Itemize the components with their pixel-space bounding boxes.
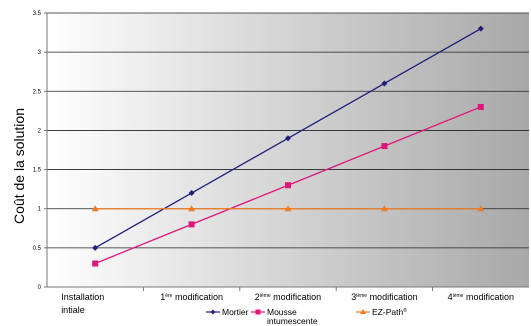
data-point-triangle <box>188 205 196 212</box>
y-axis-label: Coût de la solution <box>11 108 27 224</box>
x-tick-label: 4ième modification <box>448 292 514 302</box>
legend-label-text: EZ-Path <box>372 307 403 317</box>
y-tick-label: 2.5 <box>33 89 42 95</box>
legend-item: EZ-Path® <box>356 307 407 317</box>
y-tick-label: 2 <box>38 128 42 134</box>
series-triangle <box>91 205 485 212</box>
x-tick-label-line2: intiale <box>61 305 85 315</box>
y-tick-labels: 0 0.5 1 1.5 2 2.5 3 3.5 <box>33 11 42 291</box>
data-point-diamond <box>285 135 291 142</box>
legend-item: Mortier <box>206 307 249 317</box>
x-tick-label-number: 2 <box>255 292 260 302</box>
x-tick-label-text: modification <box>271 292 322 302</box>
legend-label: EZ-Path® <box>372 307 407 317</box>
y-tick-label: 1.5 <box>33 168 42 174</box>
x-tick-label: 2ième modification <box>255 292 321 302</box>
data-point-triangle <box>91 205 99 212</box>
x-tick-label-number: 3 <box>351 292 356 302</box>
series-square <box>92 103 484 267</box>
y-tick-label: 1 <box>38 207 42 213</box>
x-tick-label-number: 4 <box>448 292 453 302</box>
x-tick-label-text: modification <box>367 292 418 302</box>
x-tick-label-superscript: ième <box>260 293 271 299</box>
x-tick-label-number: 1 <box>160 292 165 302</box>
series-diamond <box>92 25 484 251</box>
x-tick-label-text: modification <box>172 292 223 302</box>
data-point-square <box>477 103 484 110</box>
y-tick-label: 3 <box>38 50 42 56</box>
x-tick-label-superscript: ième <box>356 293 367 299</box>
data-point-square <box>255 309 261 315</box>
legend-label-line2: intumescente <box>267 316 318 326</box>
x-tick-label-superscript: ième <box>453 293 464 299</box>
data-point-square <box>285 182 291 189</box>
data-point-triangle <box>284 205 292 212</box>
legend-label-superscript: ® <box>403 307 407 314</box>
data-point-diamond <box>477 25 484 32</box>
x-tick-label: Installation <box>61 292 104 302</box>
legend-label-text: Mortier <box>222 307 249 317</box>
legend-label: Mousse <box>267 307 297 317</box>
data-point-diamond <box>210 309 216 315</box>
data-point-triangle <box>360 309 366 314</box>
x-tick-label: 1ère modification <box>160 292 223 302</box>
data-point-square <box>381 143 388 150</box>
data-point-diamond <box>92 244 99 251</box>
data-point-triangle <box>477 205 485 212</box>
plot-area <box>47 13 529 287</box>
data-point-square <box>92 260 99 267</box>
data-point-square <box>188 221 195 228</box>
x-tick-label-text: modification <box>463 292 514 302</box>
x-tick-label: 3ième modification <box>351 292 417 302</box>
y-tick-label: 3.5 <box>33 11 42 17</box>
x-tick-label-superscript: ère <box>165 293 172 299</box>
series-group <box>91 25 485 267</box>
y-tick-label: 0 <box>38 285 42 291</box>
y-tick-label: 0.5 <box>33 246 42 252</box>
data-point-diamond <box>188 190 195 197</box>
data-point-triangle <box>380 205 388 212</box>
data-point-diamond <box>381 80 388 87</box>
legend-label: Mortier <box>222 307 249 317</box>
